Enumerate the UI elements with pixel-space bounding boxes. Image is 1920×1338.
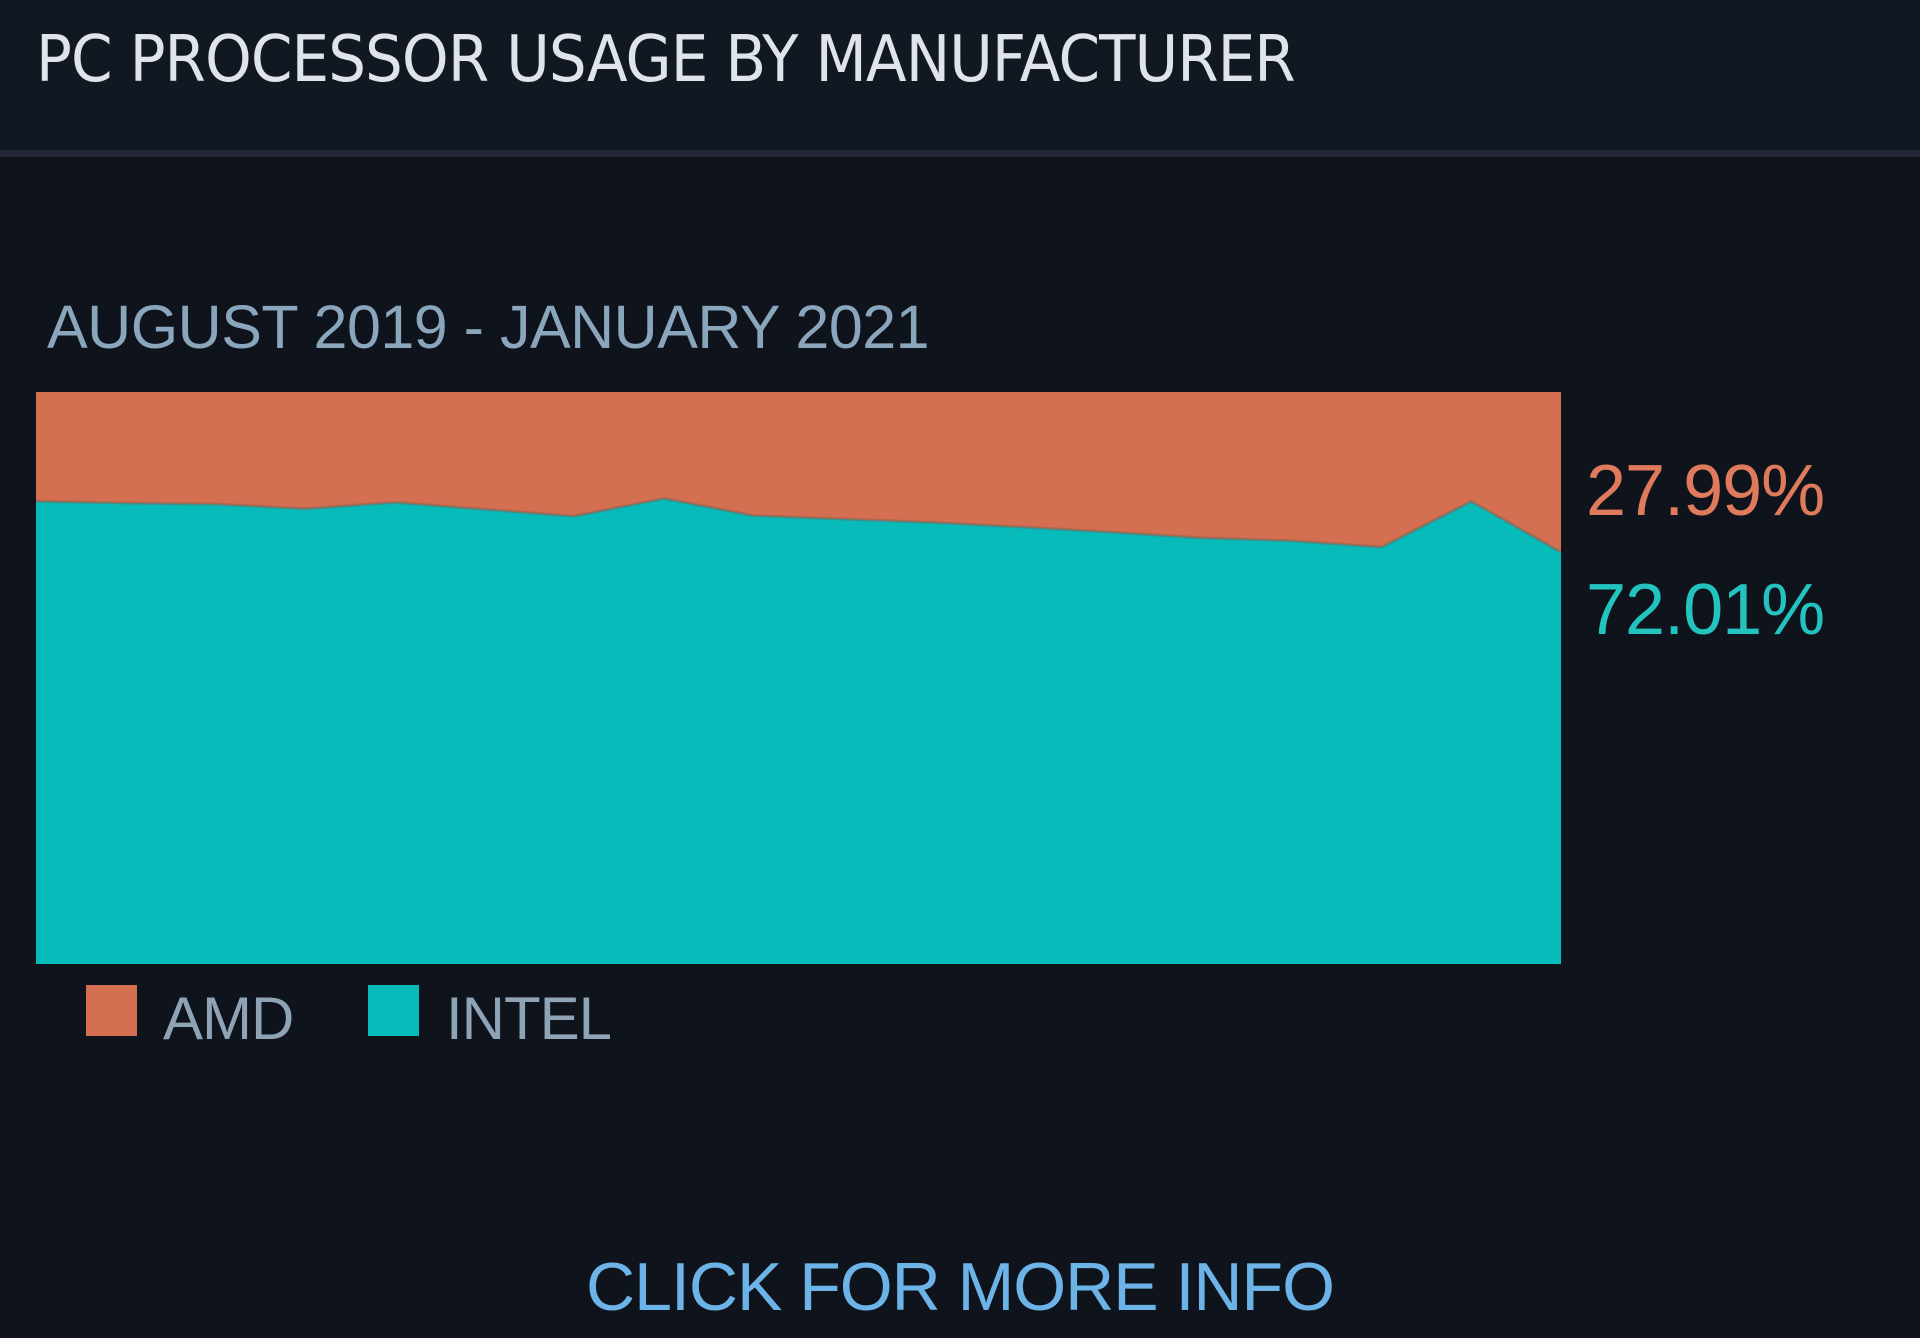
amd-value-label: 27.99% bbox=[1586, 451, 1825, 531]
chart-plot bbox=[36, 392, 1561, 964]
series-boundary-line bbox=[36, 496, 1561, 554]
page-title: PC PROCESSOR USAGE BY MANUFACTURER bbox=[36, 23, 1296, 97]
chart-subtitle: AUGUST 2019 - JANUARY 2021 bbox=[47, 293, 930, 361]
intel-value-label: 72.01% bbox=[1586, 570, 1825, 650]
intel-swatch-icon bbox=[368, 985, 419, 1036]
header: PC PROCESSOR USAGE BY MANUFACTURER bbox=[0, 0, 1920, 150]
legend-label-amd: AMD bbox=[163, 985, 294, 1052]
area-chart[interactable] bbox=[36, 392, 1561, 964]
more-info-link[interactable]: CLICK FOR MORE INFO bbox=[586, 1249, 1335, 1325]
intel-area bbox=[36, 498, 1561, 964]
amd-swatch-icon bbox=[86, 985, 137, 1036]
legend-label-intel: INTEL bbox=[446, 985, 612, 1052]
divider bbox=[0, 150, 1920, 157]
